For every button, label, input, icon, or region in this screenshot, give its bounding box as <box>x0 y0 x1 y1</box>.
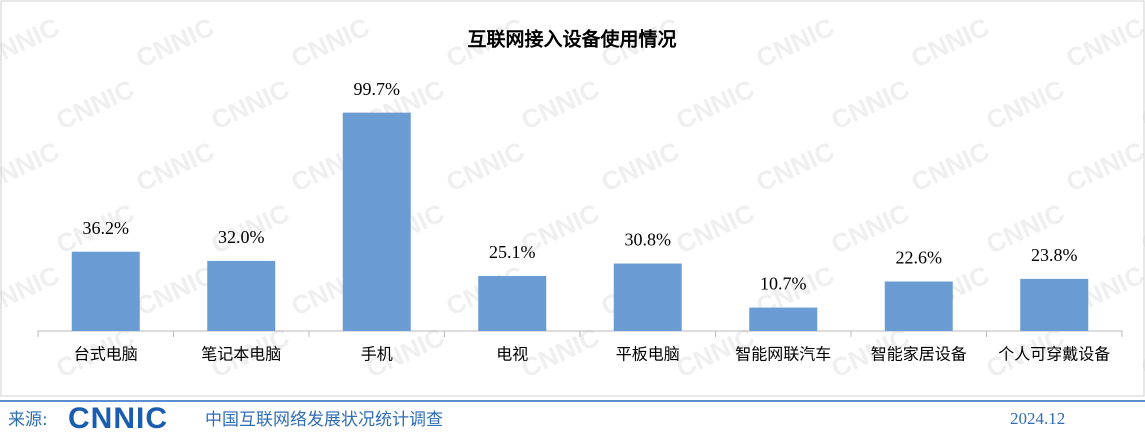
watermark: CNNIC <box>0 11 64 73</box>
chart-title: 互联网接入设备使用情况 <box>467 28 676 51</box>
watermark: CNNIC <box>132 135 219 197</box>
value-label: 22.6% <box>896 248 943 268</box>
value-label: 30.8% <box>625 230 672 250</box>
source-text: 中国互联网络发展状况统计调查 <box>205 410 443 430</box>
watermark: CNNIC <box>207 73 294 135</box>
value-label: 25.1% <box>489 242 536 262</box>
bar <box>207 260 276 331</box>
x-tick-label: 平板电脑 <box>616 345 680 364</box>
watermark: CNNIC <box>0 259 64 321</box>
x-tick-label: 笔记本电脑 <box>201 345 281 364</box>
watermark: CNNIC <box>132 11 219 73</box>
watermark: CNNIC <box>672 197 759 259</box>
watermark: CNNIC <box>752 135 839 197</box>
watermark: CNNIC <box>1062 11 1145 73</box>
watermark: CNNIC <box>827 73 914 135</box>
watermark: CNNIC <box>907 135 994 197</box>
bar <box>1020 278 1089 331</box>
x-tick-label: 个人可穿戴设备 <box>998 345 1110 364</box>
x-tick-label: 智能网联汽车 <box>735 345 831 364</box>
watermark: CNNIC <box>442 135 529 197</box>
bar <box>884 281 953 331</box>
value-label: 99.7% <box>354 79 401 99</box>
x-tick-label: 智能家居设备 <box>871 345 967 364</box>
watermark: CNNIC <box>907 11 994 73</box>
watermark: CNNIC <box>132 259 219 321</box>
watermark-layer: CNNIC CNNIC CNNIC CNNIC CNNIC CNNIC CNNIC CNNIC… <box>0 11 1145 383</box>
bar <box>478 276 547 331</box>
value-label: 36.2% <box>83 218 130 238</box>
watermark: CNNIC <box>0 135 64 197</box>
bar <box>71 251 140 331</box>
bar <box>749 307 818 331</box>
bar <box>613 263 682 331</box>
watermark: CNNIC <box>982 73 1069 135</box>
watermark: CNNIC <box>752 11 839 73</box>
value-label: 32.0% <box>218 227 265 247</box>
watermark: CNNIC <box>517 73 604 135</box>
source-label: 来源: <box>8 410 48 430</box>
x-tick-label: 电视 <box>496 345 528 364</box>
value-label: 10.7% <box>760 274 807 294</box>
watermark: CNNIC <box>287 11 374 73</box>
chart-border <box>0 0 1145 397</box>
bar <box>342 112 411 331</box>
watermark: CNNIC <box>672 73 759 135</box>
x-tick-label: 台式电脑 <box>74 345 138 364</box>
watermark: CNNIC <box>52 73 139 135</box>
x-tick-label: 手机 <box>361 345 393 364</box>
value-label: 23.8% <box>1031 245 1078 265</box>
watermark: CNNIC <box>1062 135 1145 197</box>
date: 2024.12 <box>1010 409 1065 428</box>
logo: CNNIC <box>68 402 168 435</box>
watermark: CNNIC <box>597 135 684 197</box>
